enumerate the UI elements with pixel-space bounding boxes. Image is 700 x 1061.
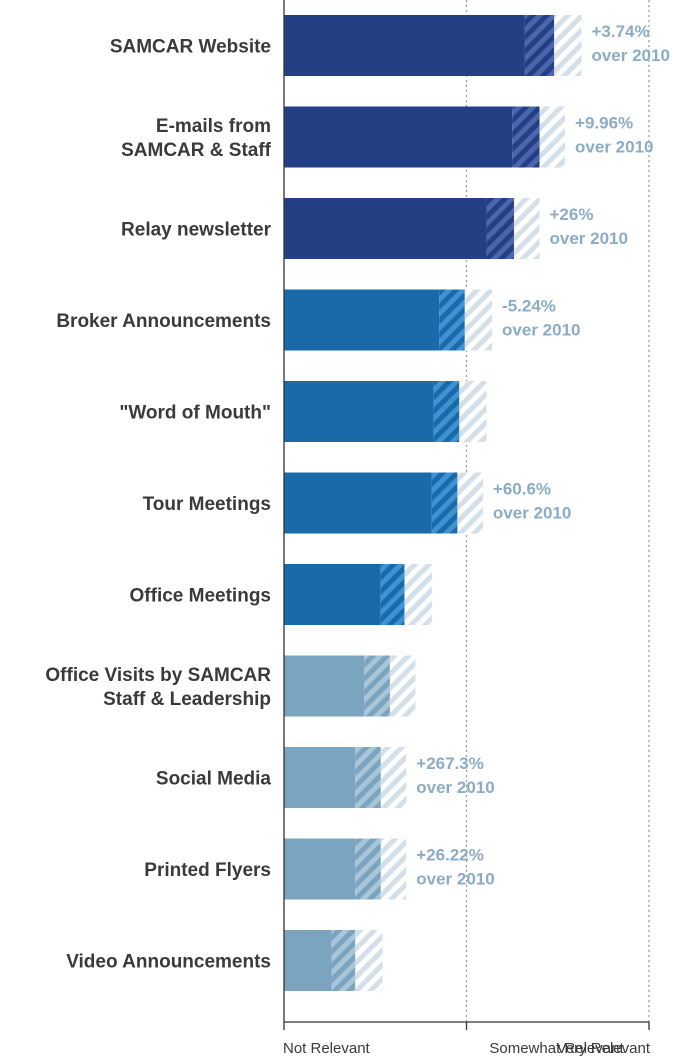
- bar-range-lower: [331, 930, 356, 991]
- category-label: Relay newsletter: [121, 220, 272, 241]
- change-label: +267.3%: [416, 754, 484, 773]
- bar-range-lower: [364, 655, 390, 717]
- bar: [284, 655, 365, 717]
- x-tick-label: Very Relevant: [557, 1040, 651, 1057]
- category-label: Staff & Leadership: [103, 689, 271, 710]
- bar-range-upper: [355, 930, 383, 991]
- bar: [284, 289, 440, 351]
- change-label: over 2010: [591, 46, 669, 65]
- bar: [284, 381, 434, 442]
- bar: [284, 564, 381, 625]
- bar-range-upper: [459, 381, 487, 442]
- change-label: over 2010: [550, 229, 628, 248]
- bar-range-lower: [524, 15, 555, 76]
- change-label: +26%: [550, 205, 594, 224]
- change-labels: +3.74% over 2010 +9.96% over 2010 +26% over 2…: [416, 22, 670, 889]
- change-label: over 2010: [502, 321, 580, 340]
- category-label: SAMCAR & Staff: [121, 140, 272, 161]
- change-label: +3.74%: [591, 22, 649, 41]
- category-label: "Word of Mouth": [119, 403, 271, 424]
- change-label: over 2010: [575, 138, 653, 157]
- bar-range-lower: [355, 838, 381, 900]
- bar: [284, 747, 356, 808]
- x-tick-label: Not Relevant: [283, 1040, 371, 1057]
- category-label: Printed Flyers: [144, 860, 271, 881]
- bar-range-lower: [380, 564, 405, 625]
- bar-range-lower: [439, 289, 465, 351]
- category-label: Video Announcements: [66, 952, 271, 973]
- bar-range-upper: [464, 289, 493, 351]
- bar-range-lower: [512, 106, 540, 168]
- bar-range-lower: [355, 747, 381, 808]
- bar-range-upper: [554, 15, 582, 76]
- bar-range-upper: [404, 564, 432, 625]
- change-label: over 2010: [493, 504, 571, 523]
- change-label: over 2010: [416, 870, 494, 889]
- bar-range-upper: [539, 106, 566, 168]
- bar-range-upper: [513, 198, 540, 259]
- bar: [284, 930, 332, 991]
- bar: [284, 198, 487, 259]
- category-labels: SAMCAR Website E-mails from SAMCAR & Staff…: [45, 37, 271, 973]
- bar-range-upper: [457, 472, 483, 534]
- change-label: over 2010: [416, 778, 494, 797]
- change-label: -5.24%: [502, 297, 556, 316]
- bar: [284, 472, 432, 534]
- bars: [284, 15, 582, 991]
- bar-range-upper: [380, 747, 407, 808]
- bar-range-upper: [389, 655, 416, 717]
- category-label: Broker Announcements: [56, 311, 271, 332]
- category-label: E-mails from: [156, 116, 271, 137]
- bar: [284, 838, 356, 900]
- category-label: Office Meetings: [130, 586, 271, 607]
- bar: [284, 15, 525, 76]
- change-label: +26.22%: [416, 846, 484, 865]
- change-label: +60.6%: [493, 480, 551, 499]
- category-label: SAMCAR Website: [110, 37, 271, 58]
- bar-range-lower: [433, 381, 460, 442]
- category-label: Office Visits by SAMCAR: [45, 665, 271, 686]
- bar-range-upper: [380, 838, 407, 900]
- change-label: +9.96%: [575, 114, 633, 133]
- category-label: Social Media: [156, 769, 272, 790]
- bar-range-lower: [486, 198, 514, 259]
- category-label: Tour Meetings: [143, 494, 271, 515]
- bar-range-lower: [431, 472, 458, 534]
- x-tick-label: Somewhat Relevant: [489, 1040, 624, 1057]
- bar: [284, 106, 513, 168]
